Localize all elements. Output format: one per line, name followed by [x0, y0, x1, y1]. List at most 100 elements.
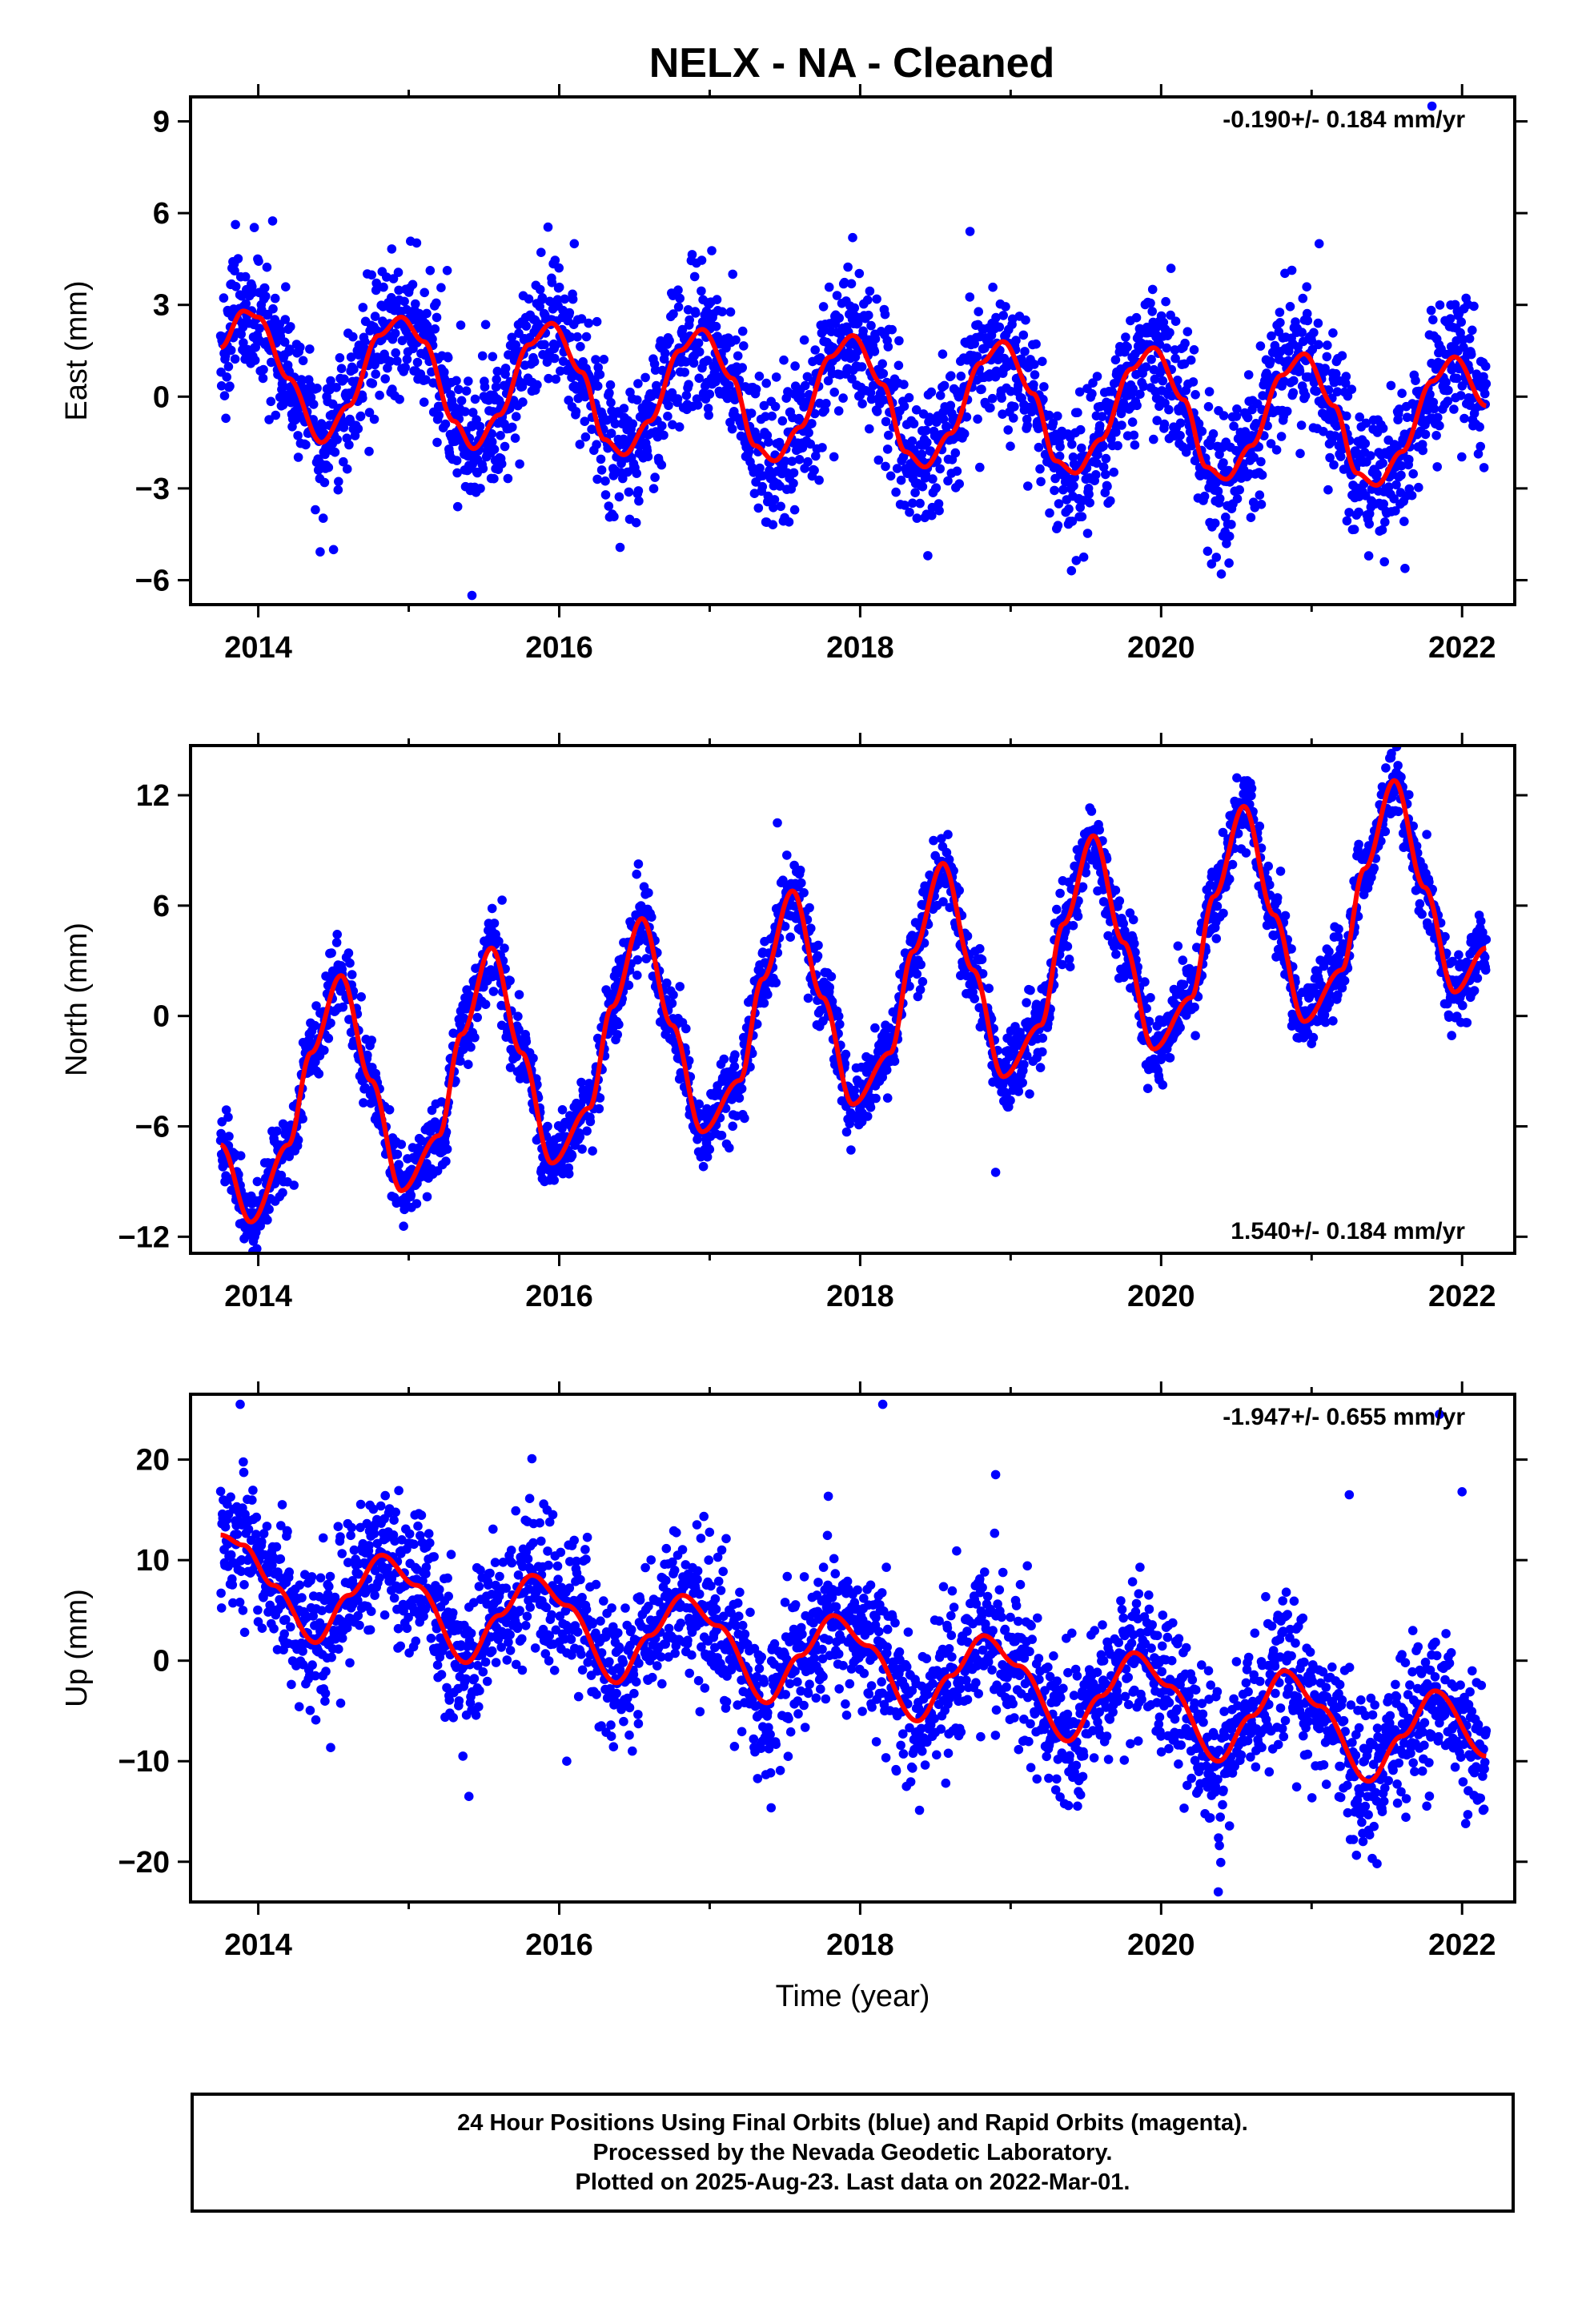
data-point	[385, 356, 396, 367]
data-point	[554, 282, 564, 292]
data-point	[797, 878, 806, 888]
data-point	[862, 295, 873, 305]
data-point	[577, 1144, 587, 1154]
data-point	[430, 324, 440, 334]
data-point	[915, 985, 926, 995]
data-point	[1466, 349, 1476, 360]
data-point	[824, 282, 834, 292]
data-point	[416, 1136, 427, 1146]
data-point	[663, 412, 673, 421]
data-point	[833, 1011, 844, 1021]
data-point	[267, 357, 276, 368]
data-point	[693, 338, 704, 348]
data-point	[480, 320, 491, 330]
data-point	[1161, 296, 1170, 307]
data-point	[1170, 316, 1181, 327]
data-point	[536, 247, 546, 258]
data-point	[877, 359, 887, 369]
data-point	[345, 958, 355, 968]
data-point	[604, 388, 614, 398]
data-point	[1087, 388, 1097, 399]
data-point	[1022, 998, 1031, 1007]
data-point	[865, 1103, 876, 1112]
data-point	[336, 364, 347, 374]
data-point	[1420, 429, 1431, 440]
data-point	[1018, 1078, 1027, 1088]
data-point	[777, 416, 788, 426]
data-point	[1178, 955, 1188, 965]
data-point	[1443, 385, 1453, 396]
data-point	[833, 406, 844, 416]
y-tick-label: −6	[135, 564, 170, 597]
data-point	[1229, 421, 1239, 431]
data-point	[564, 1169, 574, 1179]
data-point	[384, 1105, 395, 1115]
data-point	[551, 374, 561, 384]
data-point	[713, 332, 722, 341]
data-point	[998, 409, 1007, 419]
data-point	[619, 404, 629, 413]
data-point	[785, 932, 795, 942]
data-point	[216, 1128, 226, 1139]
data-point	[1435, 300, 1445, 310]
data-point	[576, 1077, 586, 1088]
data-point	[1257, 470, 1267, 480]
data-point	[707, 246, 717, 255]
data-point	[489, 919, 500, 928]
data-point	[505, 975, 515, 986]
data-point	[442, 266, 452, 275]
data-point	[753, 432, 763, 442]
data-point	[826, 971, 837, 982]
data-point	[334, 476, 343, 487]
data-point	[858, 326, 868, 336]
data-point	[1332, 421, 1342, 431]
data-point	[1175, 418, 1186, 428]
data-point	[1166, 263, 1176, 273]
data-point	[600, 476, 610, 486]
data-point	[315, 547, 325, 557]
data-point	[326, 1018, 335, 1028]
data-point	[705, 1144, 715, 1155]
data-point	[1052, 904, 1062, 915]
data-point	[1280, 268, 1290, 279]
data-point	[1053, 521, 1063, 530]
data-point	[1363, 551, 1374, 561]
data-point	[1441, 377, 1451, 388]
data-point	[540, 340, 549, 350]
data-point	[235, 1151, 246, 1160]
data-point	[1146, 355, 1156, 364]
data-point	[1030, 370, 1040, 380]
data-point	[806, 923, 816, 933]
data-point	[908, 498, 917, 509]
data-point	[1031, 339, 1041, 349]
data-point-outlier	[965, 227, 975, 236]
data-point	[1211, 934, 1222, 943]
data-point	[492, 366, 503, 376]
data-point	[1452, 373, 1462, 384]
data-point	[1343, 391, 1353, 401]
data-point	[885, 471, 896, 481]
data-point	[702, 356, 713, 365]
data-point	[1003, 425, 1013, 435]
data-point	[270, 293, 280, 304]
data-point	[659, 430, 669, 440]
data-point	[1175, 1023, 1185, 1032]
data-point	[931, 483, 942, 493]
data-point	[1132, 400, 1142, 411]
data-point	[1243, 370, 1254, 380]
data-point	[1449, 404, 1459, 414]
data-point	[717, 307, 727, 317]
data-point	[1232, 494, 1243, 504]
data-point	[592, 474, 602, 485]
data-point	[1094, 825, 1104, 835]
data-point	[1190, 1002, 1199, 1012]
data-point	[1224, 558, 1234, 568]
data-point	[230, 354, 240, 364]
data-point	[1055, 442, 1065, 452]
data-point	[1431, 431, 1441, 440]
data-point	[912, 969, 922, 979]
data-point	[803, 456, 813, 467]
data-point	[614, 492, 624, 502]
data-point	[605, 380, 616, 390]
data-point	[1224, 531, 1235, 541]
